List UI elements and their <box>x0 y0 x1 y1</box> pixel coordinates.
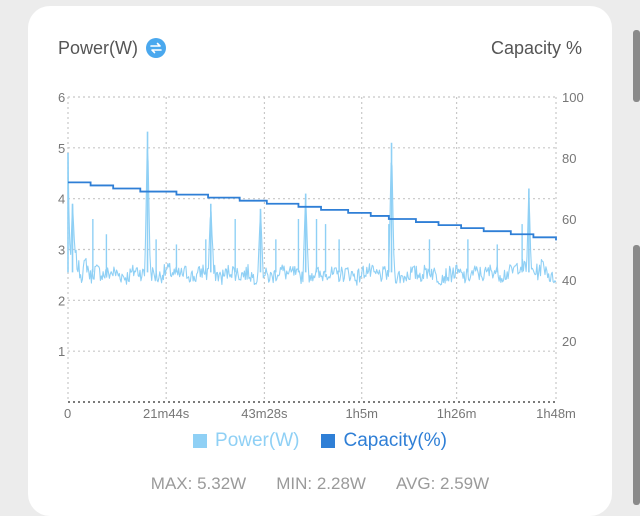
y-right-tick-label: 40 <box>562 273 576 288</box>
legend-label-capacity: Capacity(%) <box>343 430 447 451</box>
legend-item-power[interactable]: Power(W) <box>193 430 299 452</box>
y-right-tick-label: 80 <box>562 151 576 166</box>
x-tick-label: 1h48m <box>536 406 576 421</box>
x-tick-label: 1h26m <box>437 406 477 421</box>
y-left-tick-label: 5 <box>58 141 65 156</box>
x-tick-label: 21m44s <box>143 406 190 421</box>
power-axis-header: Power(W) <box>58 36 166 60</box>
stat-max: MAX: 5.32W <box>150 474 247 493</box>
swap-arrows-icon[interactable] <box>146 38 166 58</box>
legend-item-capacity[interactable]: Capacity(%) <box>321 430 447 452</box>
y-right-tick-label: 20 <box>562 334 576 349</box>
y-right-tick-label: 100 <box>562 90 584 105</box>
capacity-axis-title: Capacity % <box>490 38 582 58</box>
x-tick-label: 43m28s <box>241 406 288 421</box>
y-right-tick-label: 60 <box>562 212 576 227</box>
power-capacity-chart: 1 2 3 4 5 6 20 40 60 80 100 0 21m44s 43m28s 1h5m 1h26m 1… <box>58 90 584 421</box>
legend: Power(W) Capacity(%) <box>0 430 640 452</box>
legend-swatch-power <box>193 434 208 448</box>
stats-row: MAX: 5.32W MIN: 2.28W AVG: 2.59W <box>0 474 640 494</box>
y-left-tick-label: 1 <box>58 344 65 359</box>
scrollbar-thumb-top[interactable] <box>633 30 640 102</box>
y-left-tick-label: 4 <box>58 192 65 207</box>
power-axis-title: Power(W) <box>58 37 138 58</box>
y-left-tick-label: 6 <box>58 90 65 105</box>
chart-card <box>28 6 612 516</box>
stat-avg: AVG: 2.59W <box>395 474 490 493</box>
stat-min: MIN: 2.28W <box>276 474 366 493</box>
power-series-line <box>67 148 557 286</box>
legend-label-power: Power(W) <box>215 430 300 451</box>
x-tick-label: 0 <box>64 406 71 421</box>
y-left-tick-label: 3 <box>58 243 65 258</box>
scrollbar-thumb-bottom[interactable] <box>633 245 640 505</box>
capacity-series-line <box>68 181 557 241</box>
y-left-tick-label: 2 <box>58 293 65 308</box>
legend-swatch-capacity <box>321 434 336 448</box>
x-tick-label: 1h5m <box>345 406 378 421</box>
